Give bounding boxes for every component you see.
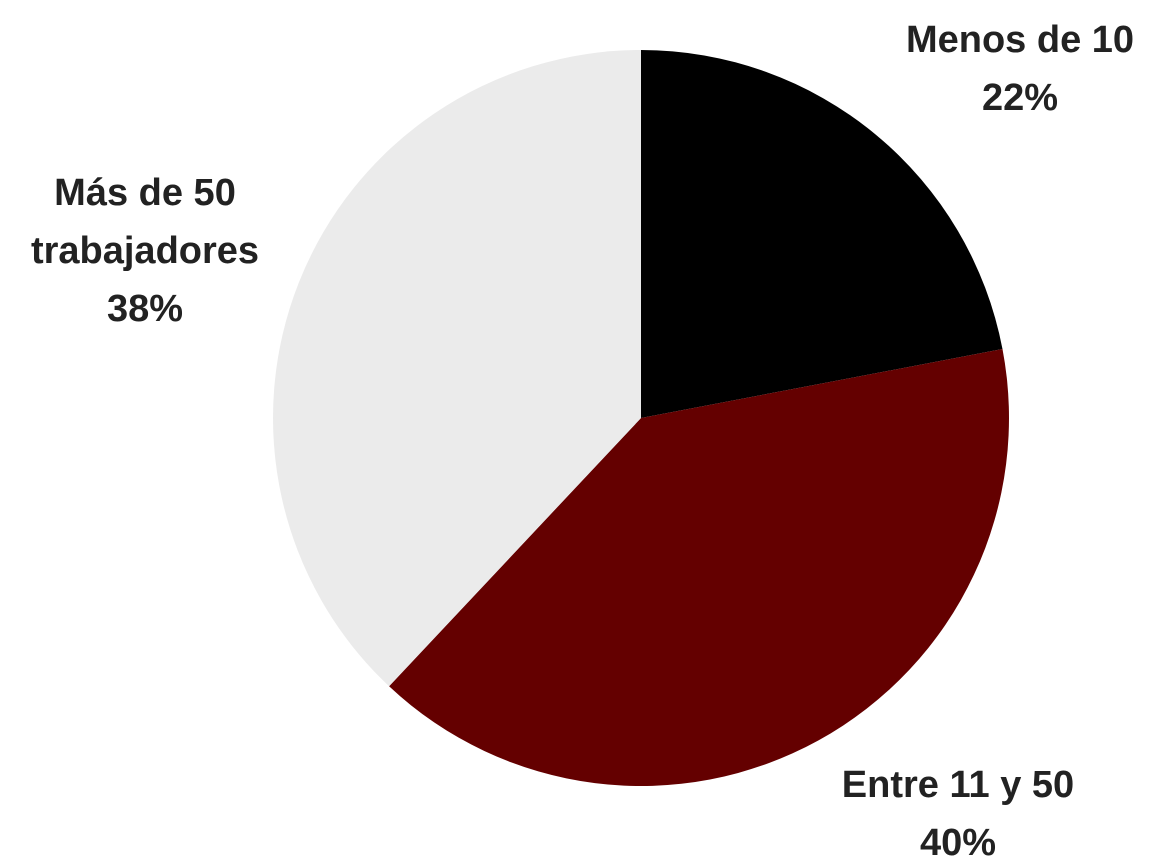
slice-label-1: Menos de 10 22% xyxy=(906,19,1134,119)
pie-slice-1 xyxy=(641,50,1003,418)
slice-category-label: Más de 50 xyxy=(54,172,236,214)
slice-label-2: Entre 11 y 50 40% xyxy=(842,764,1074,858)
slice-percent-label: 38% xyxy=(107,288,183,330)
pie-labels: Menos de 10 22% Entre 11 y 50 40% Más de 50 t… xyxy=(31,19,1134,858)
slice-category-label: Entre 11 y 50 xyxy=(842,764,1074,806)
slice-category-label: Menos de 10 xyxy=(906,19,1134,61)
slice-category-label: trabajadores xyxy=(31,230,259,272)
slice-percent-label: 40% xyxy=(920,822,996,858)
slice-label-3: Más de 50 trabajadores 38% xyxy=(31,172,259,330)
slice-percent-label: 22% xyxy=(982,77,1058,119)
pie-slices xyxy=(273,50,1009,786)
pie-slice-3 xyxy=(273,50,641,687)
pie-slice-2 xyxy=(389,349,1009,786)
